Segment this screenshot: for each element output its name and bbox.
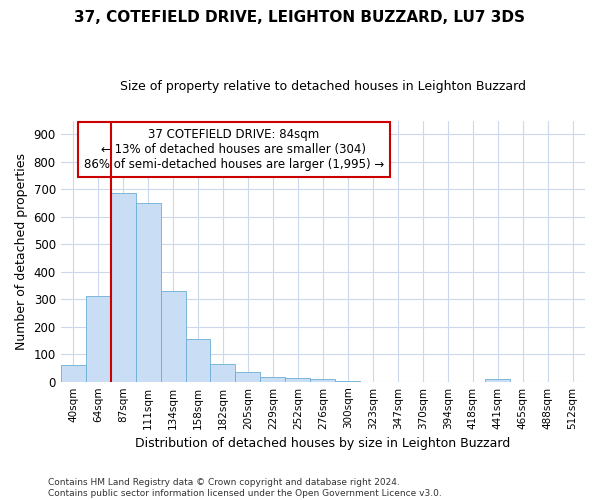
- Bar: [485, 379, 510, 382]
- Bar: [61, 364, 86, 382]
- Text: 37 COTEFIELD DRIVE: 84sqm
← 13% of detached houses are smaller (304)
86% of semi: 37 COTEFIELD DRIVE: 84sqm ← 13% of detac…: [83, 128, 384, 172]
- Bar: [211, 364, 235, 382]
- Bar: [260, 376, 286, 382]
- Y-axis label: Number of detached properties: Number of detached properties: [15, 152, 28, 350]
- Bar: [335, 381, 360, 382]
- Bar: [110, 194, 136, 382]
- Bar: [185, 339, 211, 382]
- Text: Contains HM Land Registry data © Crown copyright and database right 2024.
Contai: Contains HM Land Registry data © Crown c…: [48, 478, 442, 498]
- Bar: [235, 372, 260, 382]
- Text: 37, COTEFIELD DRIVE, LEIGHTON BUZZARD, LU7 3DS: 37, COTEFIELD DRIVE, LEIGHTON BUZZARD, L…: [74, 10, 526, 25]
- Bar: [161, 291, 185, 382]
- Title: Size of property relative to detached houses in Leighton Buzzard: Size of property relative to detached ho…: [120, 80, 526, 93]
- Bar: [136, 203, 161, 382]
- Bar: [86, 296, 110, 382]
- Bar: [286, 378, 310, 382]
- Bar: [310, 380, 335, 382]
- X-axis label: Distribution of detached houses by size in Leighton Buzzard: Distribution of detached houses by size …: [135, 437, 511, 450]
